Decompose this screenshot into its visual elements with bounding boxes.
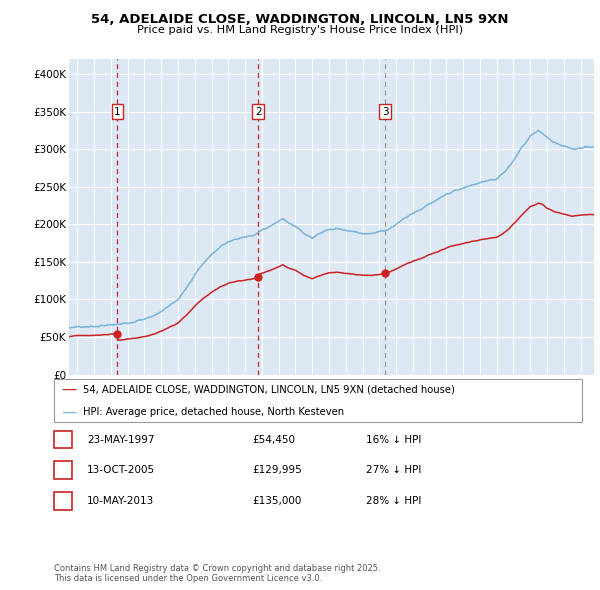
Text: —: — [61,382,76,397]
Text: 10-MAY-2013: 10-MAY-2013 [87,496,154,506]
Text: —: — [61,404,76,419]
Text: 1: 1 [114,107,121,117]
Text: 13-OCT-2005: 13-OCT-2005 [87,466,155,475]
Text: 54, ADELAIDE CLOSE, WADDINGTON, LINCOLN, LN5 9XN: 54, ADELAIDE CLOSE, WADDINGTON, LINCOLN,… [91,13,509,26]
Text: Contains HM Land Registry data © Crown copyright and database right 2025.
This d: Contains HM Land Registry data © Crown c… [54,563,380,583]
Text: Price paid vs. HM Land Registry's House Price Index (HPI): Price paid vs. HM Land Registry's House … [137,25,463,35]
Text: 3: 3 [59,496,67,506]
Text: 3: 3 [382,107,389,117]
Text: HPI: Average price, detached house, North Kesteven: HPI: Average price, detached house, Nort… [83,407,344,417]
Text: 54, ADELAIDE CLOSE, WADDINGTON, LINCOLN, LN5 9XN (detached house): 54, ADELAIDE CLOSE, WADDINGTON, LINCOLN,… [83,385,455,394]
Text: £129,995: £129,995 [252,466,302,475]
Text: £54,450: £54,450 [252,435,295,444]
Text: 28% ↓ HPI: 28% ↓ HPI [366,496,421,506]
Text: 1: 1 [59,435,67,444]
Text: 27% ↓ HPI: 27% ↓ HPI [366,466,421,475]
Text: 2: 2 [255,107,262,117]
Text: £135,000: £135,000 [252,496,301,506]
Text: 2: 2 [59,466,67,475]
Text: 23-MAY-1997: 23-MAY-1997 [87,435,155,444]
Text: 16% ↓ HPI: 16% ↓ HPI [366,435,421,444]
